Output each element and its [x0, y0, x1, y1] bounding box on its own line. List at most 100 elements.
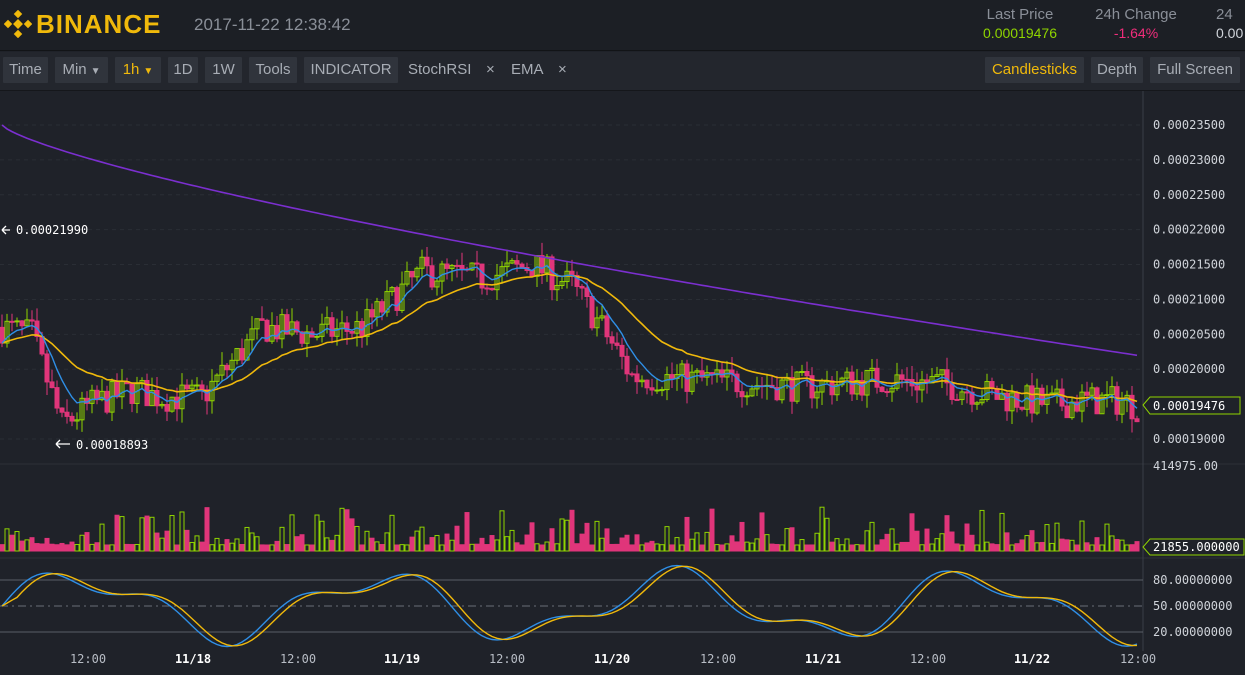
candlestick — [219, 352, 225, 382]
candle-body — [299, 331, 305, 344]
candlestick — [269, 312, 275, 344]
chart-area[interactable]: 0.00023500 0.00023000 0.00022500 0.00022000… — [0, 91, 1245, 670]
volume-bar — [524, 534, 530, 552]
candle-body — [409, 270, 415, 278]
volume-bar — [39, 543, 45, 552]
volume-bar — [389, 514, 395, 552]
indicator-stochrsi-label[interactable]: StochRSI — [408, 61, 472, 78]
arrow-left-icon — [55, 439, 70, 449]
stoch-tick-label: 80.00000000 — [1153, 573, 1232, 587]
candlestick — [854, 369, 860, 401]
candlestick — [639, 375, 645, 388]
candlestick — [494, 264, 500, 300]
candlestick — [1004, 391, 1010, 421]
volume-bar — [224, 539, 230, 552]
candlestick — [449, 263, 455, 282]
volume-bar — [9, 534, 15, 552]
depth-view-button[interactable]: Depth — [1091, 57, 1143, 83]
volume-bar — [599, 537, 605, 552]
volume-bar — [114, 514, 120, 552]
dropdown-label: Min — [62, 61, 87, 78]
full-screen-button[interactable]: Full Screen — [1150, 57, 1240, 83]
volume-bar — [159, 537, 165, 552]
stat-value: 0.00019476 — [983, 25, 1057, 41]
volume-bar — [434, 535, 440, 552]
candle-body — [529, 270, 535, 277]
indicator-ema-label[interactable]: EMA — [511, 61, 544, 78]
volume-bar — [539, 544, 545, 552]
candlestick — [599, 304, 605, 321]
volume-bar — [899, 541, 905, 552]
candle-body — [489, 287, 495, 291]
price-tag-shape — [1142, 396, 1241, 415]
time-button[interactable]: Time — [3, 57, 48, 83]
candlestick — [619, 337, 625, 370]
volume-bar — [134, 543, 140, 552]
volume-bar — [24, 539, 30, 552]
candle-body — [504, 262, 510, 268]
candlestick — [669, 362, 675, 388]
tools-button[interactable]: Tools — [249, 57, 297, 83]
candle-body — [1104, 394, 1110, 397]
candle-body — [224, 364, 230, 371]
volume-bar — [1029, 530, 1035, 552]
volume-bar — [319, 520, 325, 552]
volume-bar — [64, 544, 70, 552]
candle-body — [394, 287, 400, 311]
stat-last-price: Last Price 0.00019476 — [980, 6, 1060, 41]
volume-bar — [419, 526, 425, 552]
candlestick — [874, 358, 880, 394]
indicator-button[interactable]: INDICATOR — [304, 57, 398, 83]
candle-body — [649, 387, 655, 391]
remove-stochrsi-close-icon[interactable]: × — [486, 61, 495, 78]
candlestick — [1084, 381, 1090, 407]
candle-body — [659, 389, 665, 392]
volume-bar — [579, 533, 585, 552]
candle-body — [624, 355, 630, 375]
volume-bar — [374, 541, 380, 552]
remove-ema-close-icon[interactable]: × — [558, 61, 567, 78]
volume-bar — [229, 542, 235, 552]
candlestick — [229, 353, 235, 381]
stoch-tick-label: 20.00000000 — [1153, 625, 1232, 639]
candlestick — [254, 318, 260, 340]
price-chart-svg[interactable]: 0.00023500 0.00023000 0.00022500 0.00022000… — [0, 91, 1245, 670]
volume-bar — [109, 544, 115, 552]
candlestick — [689, 364, 695, 395]
candle-body — [879, 386, 885, 393]
candlestick — [544, 254, 550, 282]
candle-body — [279, 314, 285, 340]
time-tick-label: 12:00 — [280, 652, 316, 666]
volume-bar — [839, 544, 845, 552]
candle-body — [14, 320, 20, 323]
candle-body — [334, 328, 340, 337]
volume-bar — [0, 544, 5, 552]
volume-bar — [949, 531, 955, 552]
volume-bar — [774, 543, 780, 552]
volume-bar — [194, 535, 200, 552]
candle-body — [64, 411, 70, 417]
time-tick-label: 12:00 — [489, 652, 525, 666]
volume-bar — [584, 522, 590, 552]
hour-interval-dropdown[interactable]: 1h ▼ — [115, 57, 161, 83]
volume-bar — [954, 543, 960, 552]
interval-1d-button[interactable]: 1D — [168, 57, 198, 83]
candlesticks-view-button[interactable]: Candlesticks — [985, 57, 1084, 83]
brand-logo[interactable]: BINANCE — [4, 9, 161, 39]
candlestick — [484, 283, 490, 296]
volume-bar — [804, 544, 810, 552]
dropdown-label: 1h — [122, 61, 140, 78]
volume-bar — [49, 543, 55, 552]
candle-body — [514, 260, 520, 265]
candle-body — [1004, 392, 1010, 412]
volume-bar — [174, 544, 180, 552]
candlestick — [959, 387, 965, 406]
candle-body — [1029, 385, 1035, 414]
interval-1w-button[interactable]: 1W — [205, 57, 242, 83]
candlestick — [79, 391, 85, 432]
candlestick — [664, 366, 670, 401]
candle-body — [754, 385, 760, 390]
volume-bar — [264, 544, 270, 552]
minute-interval-dropdown[interactable]: Min ▼ — [55, 57, 108, 83]
candlestick — [899, 369, 905, 388]
